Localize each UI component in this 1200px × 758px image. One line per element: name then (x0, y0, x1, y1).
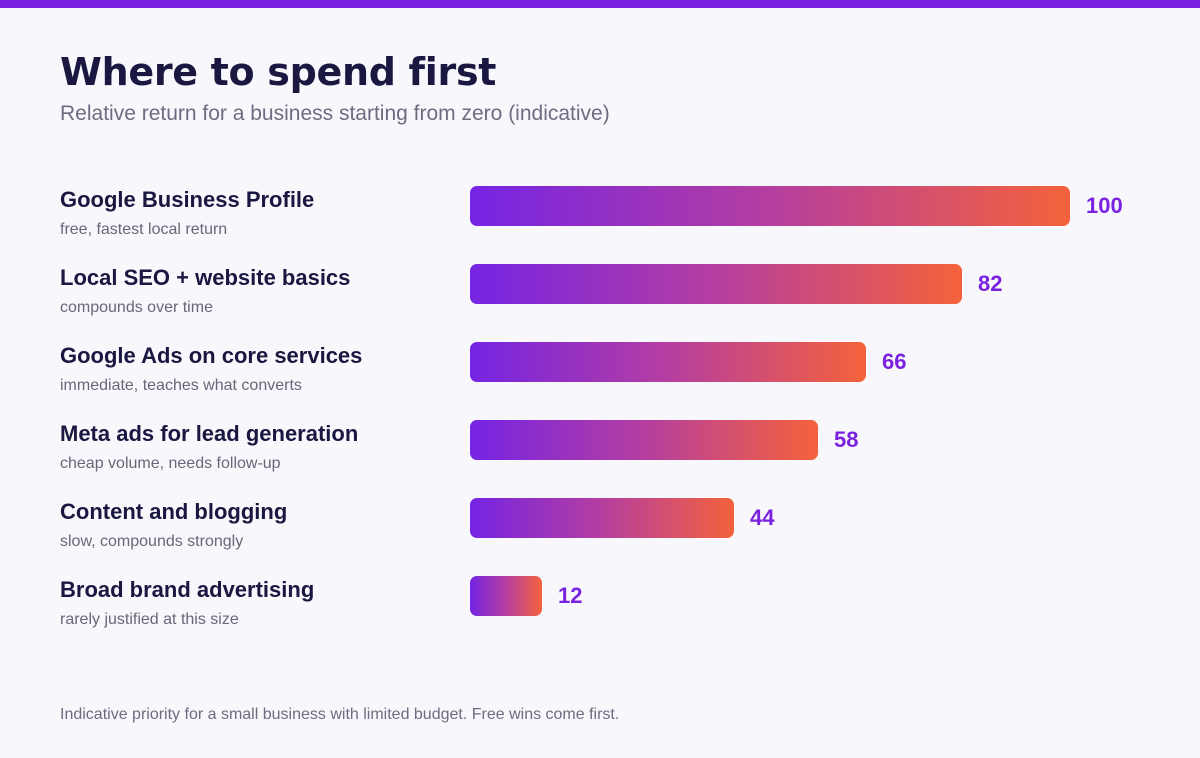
chart-row: Content and blogging slow, compounds stro… (0, 498, 1200, 569)
category-label: Meta ads for lead generation (60, 421, 359, 446)
category-note: slow, compounds strongly (60, 533, 244, 550)
bar-value-label: 44 (750, 505, 775, 530)
category-label: Google Ads on core services (60, 343, 363, 368)
bar (470, 576, 542, 616)
chart-title: Where to spend first (60, 50, 497, 94)
top-accent-bar (0, 0, 1200, 8)
category-label: Content and blogging (60, 499, 288, 524)
chart-row: Local SEO + website basics compounds over… (0, 264, 1200, 335)
bar (470, 264, 962, 304)
chart-row: Broad brand advertising rarely justified … (0, 576, 1200, 647)
bar-value-label: 58 (834, 427, 859, 452)
footnote: Indicative priority for a small business… (60, 706, 620, 723)
bar-value-label: 82 (978, 271, 1003, 296)
category-note: rarely justified at this size (60, 611, 239, 628)
category-label: Local SEO + website basics (60, 265, 351, 290)
bar (470, 342, 866, 382)
bar-value-label: 12 (558, 583, 583, 608)
bar-value-label: 100 (1086, 193, 1123, 218)
chart-row: Google Ads on core services immediate, te… (0, 342, 1200, 413)
bar (470, 186, 1070, 226)
bar (470, 498, 734, 538)
chart-subtitle: Relative return for a business starting … (60, 102, 610, 125)
category-label: Broad brand advertising (60, 577, 315, 602)
chart-row: Google Business Profile free, fastest loc… (0, 186, 1200, 257)
category-note: compounds over time (60, 299, 213, 316)
category-note: cheap volume, needs follow-up (60, 455, 281, 472)
chart-row: Meta ads for lead generation cheap volume… (0, 420, 1200, 491)
category-note: immediate, teaches what converts (60, 377, 302, 394)
bar-value-label: 66 (882, 349, 907, 374)
category-label: Google Business Profile (60, 187, 315, 212)
category-note: free, fastest local return (60, 221, 228, 238)
bar (470, 420, 818, 460)
